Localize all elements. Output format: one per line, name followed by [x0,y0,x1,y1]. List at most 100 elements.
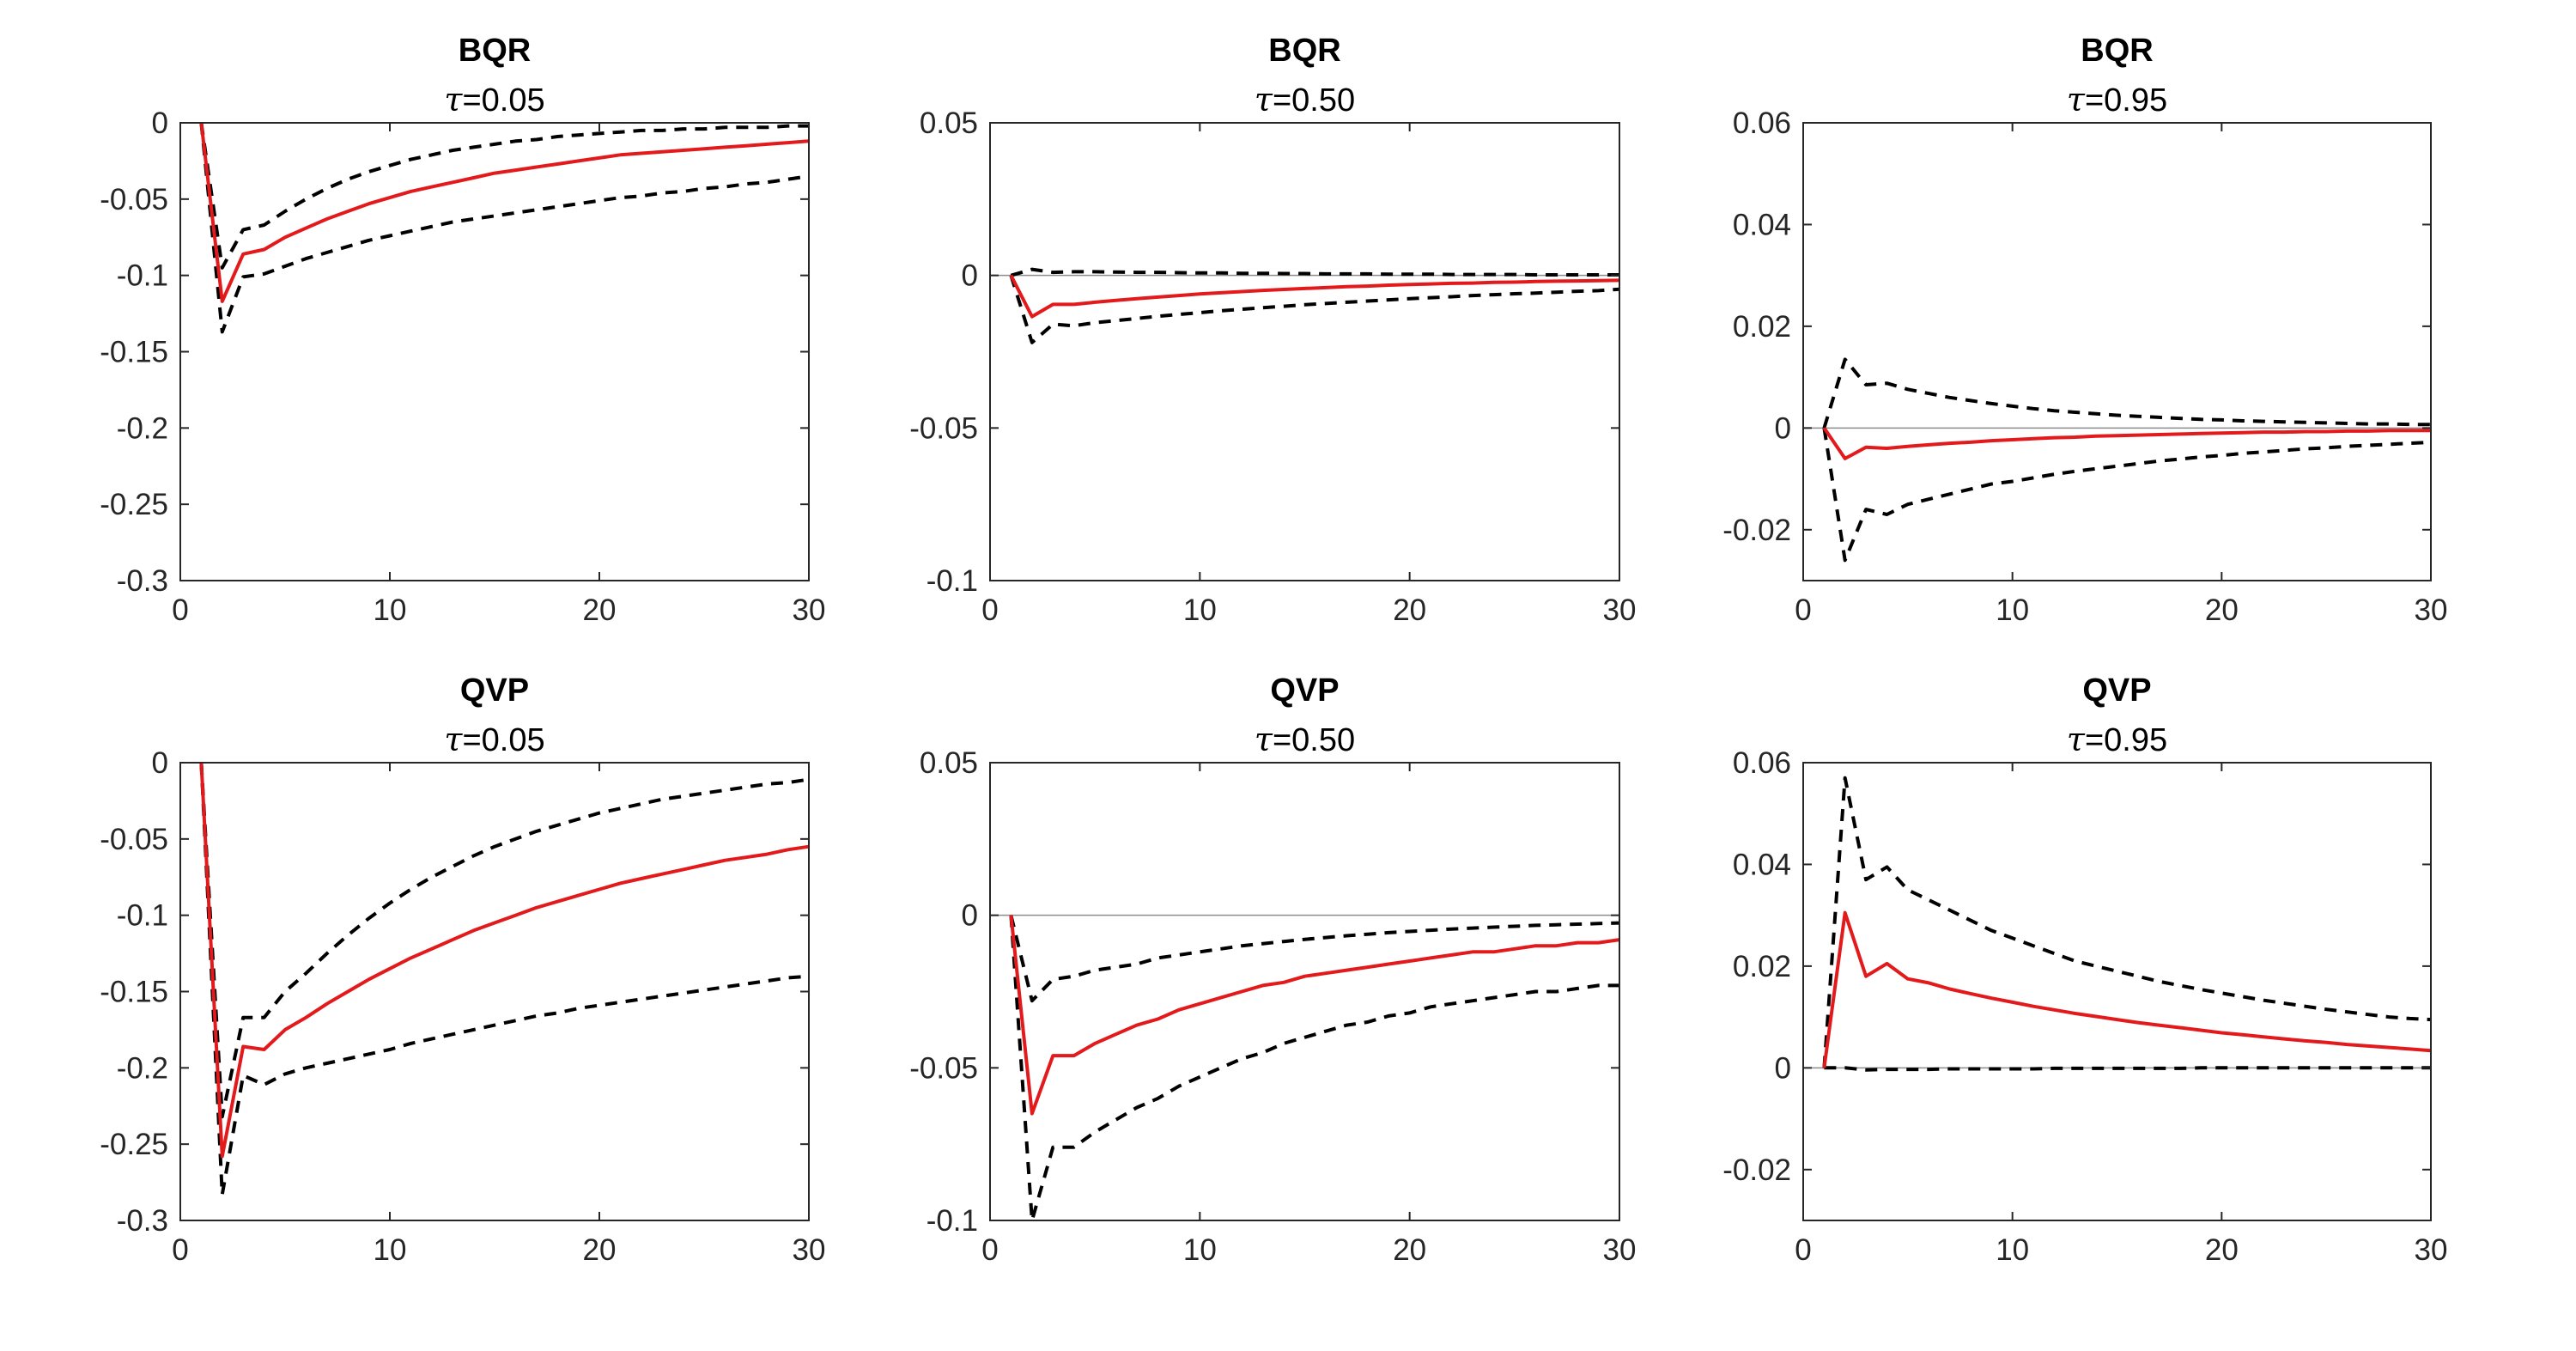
quantile-value: =0.50 [1273,722,1355,758]
x-tick-label: 30 [2415,1233,2448,1267]
panel-subtitle: τ=0.05 [444,81,544,119]
series-lower [1824,1066,2431,1072]
panel-subtitle: τ=0.95 [2067,81,2167,119]
axes-frame [1802,762,2432,1221]
y-tick-label: 0 [962,259,978,293]
y-tick-label: 0 [962,899,978,933]
y-tick-label: 0.05 [920,746,978,780]
panel-subtitle: τ=0.95 [2067,721,2167,758]
axes-frame [1802,122,2432,581]
tau-symbol: τ [1255,721,1273,758]
y-tick-label: 0.04 [1733,208,1791,241]
x-tick-label: 20 [1393,593,1426,627]
axes-frame [179,762,810,1221]
series-lower [199,122,810,334]
panel-5: QVP τ=0.50 0 10 20 30 -0.1 -0.05 0 0.05 [909,672,1636,1267]
series-median [1822,910,2432,1068]
y-tick-label: -0.02 [1722,514,1791,547]
y-tick-label: 0 [152,106,168,140]
panel-title: BQR [2081,33,2153,69]
panel-title: BQR [1268,33,1340,69]
x-tick-label: 0 [1795,1233,1811,1267]
x-tick-label: 10 [1996,593,2029,627]
y-tick-label: -0.25 [100,488,168,521]
x-tick-label: 20 [2205,593,2239,627]
y-tick-label: 0 [1775,411,1791,445]
x-tick-label: 30 [1603,593,1637,627]
x-tick-label: 30 [793,1233,826,1267]
series-median [1822,427,2431,460]
series-lower [199,762,810,1196]
series-upper [1822,776,2432,1068]
series-lower [1009,275,1620,344]
x-tick-label: 30 [793,593,826,627]
axes-frame [179,122,810,581]
x-tick-label: 20 [583,593,617,627]
y-tick-label: -0.15 [100,976,168,1009]
x-tick-label: 20 [2205,1233,2239,1267]
series-median [199,762,810,1159]
y-tick-label: -0.3 [117,564,168,598]
y-tick-label: -0.05 [100,823,168,856]
y-tick-label: -0.05 [909,411,978,445]
series-median [199,122,810,303]
series-upper [199,122,809,270]
panel-title: BQR [459,33,531,69]
y-tick-label: 0.06 [1733,746,1791,780]
y-tick-label: -0.2 [117,1051,168,1085]
x-tick-label: 20 [1393,1233,1426,1267]
quantile-value: =0.05 [462,82,544,119]
x-tick-label: 0 [172,1233,188,1267]
y-tick-label: -0.3 [117,1204,168,1238]
x-tick-label: 0 [1795,593,1811,627]
tau-symbol: τ [2067,81,2086,119]
y-tick-label: 0.02 [1733,310,1791,344]
tau-symbol: τ [444,721,463,758]
axes-frame [989,122,1620,581]
x-tick-label: 10 [374,1233,407,1267]
panel-3: BQR τ=0.95 0 10 20 30 -0.02 0 0.02 0.04 0.06 [1722,33,2447,627]
y-tick-label: -0.25 [100,1128,168,1161]
panel-subtitle: τ=0.50 [1255,81,1355,119]
quantile-value: =0.95 [2085,722,2167,758]
panel-subtitle: τ=0.50 [1255,721,1355,758]
series-upper [199,762,810,1119]
panel-1: BQR τ=0.05 0 10 20 30 -0.3 -0.25 -0.2 -0.15 -0.1 -0… [100,33,825,627]
quantile-value: =0.95 [2085,82,2167,119]
series-upper [1010,267,1619,277]
panel-4: QVP τ=0.05 0 10 20 30 -0.3 -0.25 -0.2 -0.15 -0.1 -0… [100,672,825,1267]
quantile-value: =0.50 [1273,82,1355,119]
tau-symbol: τ [444,81,463,119]
series-lower [1822,427,2432,563]
y-tick-label: 0.05 [920,106,978,140]
x-tick-label: 10 [1183,593,1217,627]
series-median [1009,915,1620,1116]
y-tick-label: -0.05 [909,1051,978,1085]
x-tick-label: 10 [1996,1233,2029,1267]
x-tick-label: 0 [981,593,998,627]
x-tick-label: 30 [2415,593,2448,627]
panel-subtitle: τ=0.05 [444,721,544,758]
y-tick-label: -0.02 [1722,1153,1791,1187]
panel-title: QVP [2082,672,2151,709]
y-tick-label: -0.2 [117,411,168,445]
tau-symbol: τ [1255,81,1273,119]
y-tick-label: -0.05 [100,183,168,216]
x-tick-label: 10 [374,593,407,627]
y-tick-label: 0 [152,746,168,780]
y-tick-label: 0 [1775,1051,1791,1085]
axes-frame [989,762,1620,1221]
x-tick-label: 0 [172,593,188,627]
series-upper [1822,357,2431,429]
y-tick-label: 0.06 [1733,106,1791,140]
y-tick-label: 0.04 [1733,848,1791,881]
x-tick-label: 20 [583,1233,617,1267]
x-tick-label: 0 [981,1233,998,1267]
y-tick-label: -0.1 [927,564,978,598]
y-tick-label: -0.1 [117,899,168,933]
quantile-value: =0.05 [462,722,544,758]
y-tick-label: -0.15 [100,336,168,369]
y-tick-label: -0.1 [117,259,168,293]
series-median [1009,274,1620,319]
panel-title: QVP [1270,672,1339,709]
